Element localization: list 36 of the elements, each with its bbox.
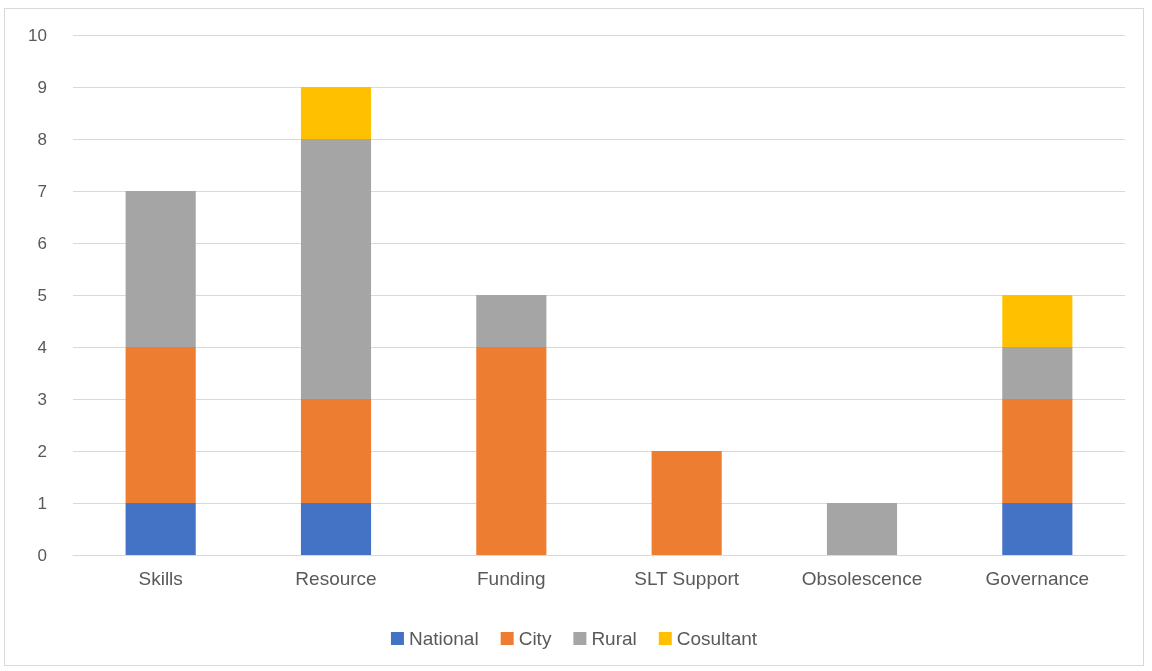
bar	[300, 139, 372, 399]
bar	[125, 347, 196, 503]
y-tick-label: 0	[37, 545, 47, 565]
bar	[300, 399, 372, 503]
y-tick-label: 4	[37, 337, 47, 357]
legend-label: Cosultant	[676, 628, 758, 649]
x-tick-label: Resource	[295, 568, 377, 589]
y-tick-label: 6	[37, 233, 47, 253]
y-tick-label: 1	[37, 493, 47, 513]
legend-label: City	[518, 628, 552, 649]
legend-label: National	[408, 628, 479, 649]
bar	[1002, 503, 1073, 555]
legend-label: Rural	[591, 628, 637, 649]
x-tick-label: Funding	[477, 568, 546, 589]
y-tick-label: 5	[37, 285, 47, 305]
bar	[300, 503, 372, 555]
y-tick-label: 10	[28, 25, 47, 45]
x-tick-label: Governance	[985, 568, 1090, 589]
x-tick-label: Obsolescence	[801, 568, 923, 589]
x-tick-label: Skills	[138, 568, 183, 589]
bar	[300, 87, 372, 139]
y-tick-label: 2	[37, 441, 47, 461]
bar	[1002, 347, 1073, 399]
x-tick-label: SLT Support	[634, 568, 740, 589]
bar	[125, 191, 196, 347]
bar	[651, 451, 722, 555]
bar	[125, 503, 196, 555]
y-tick-label: 3	[37, 389, 47, 409]
bar	[476, 347, 547, 555]
bar	[1002, 399, 1073, 503]
bar	[476, 295, 547, 347]
bar	[826, 503, 898, 555]
y-tick-label: 8	[37, 129, 47, 149]
y-tick-label: 7	[37, 181, 47, 201]
bar	[1002, 295, 1073, 347]
y-tick-label: 9	[37, 77, 47, 97]
